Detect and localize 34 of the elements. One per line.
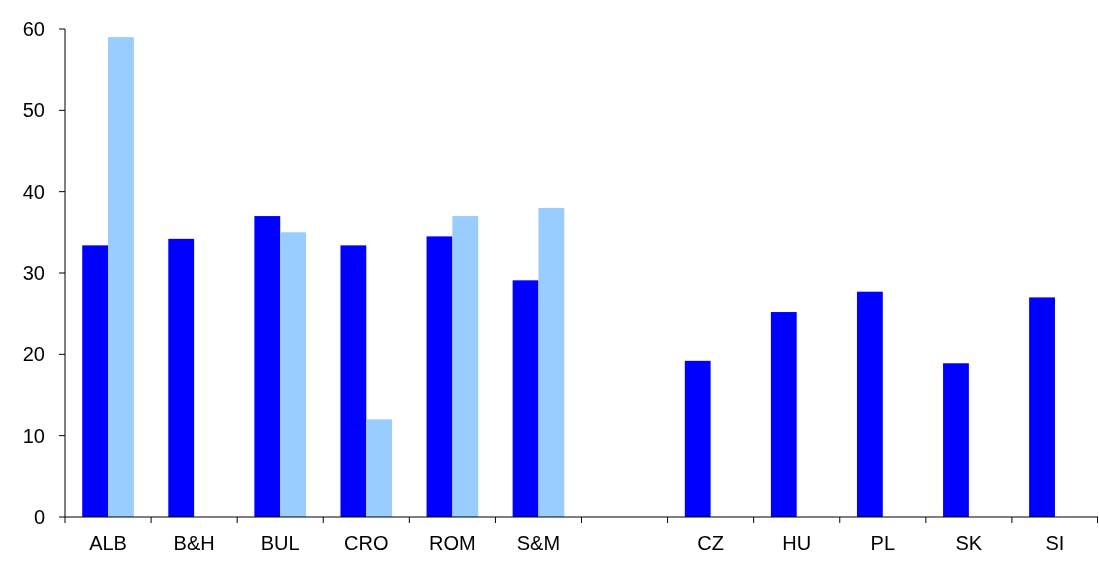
x-tick-label: SK [955,532,983,554]
bar [770,312,797,517]
y-tick-label: 60 [22,18,45,40]
bar [426,236,453,517]
x-tick-label: HU [782,532,812,554]
x-tick-label: ALB [89,532,127,554]
y-tick-label: 40 [22,180,45,203]
bar [340,245,367,517]
x-tick-label: B&H [173,532,215,554]
bar [538,207,565,517]
bar [512,280,539,517]
y-tick-label: 30 [22,262,45,284]
x-tick-label: CZ [697,532,724,554]
bar [366,419,393,517]
bar [254,216,281,517]
bar [1029,297,1055,517]
bar [452,216,479,517]
bar [943,363,969,517]
bar [168,238,195,517]
y-tick-label: 50 [22,99,45,122]
bar [280,232,307,517]
x-tick-label: S&M [516,532,561,554]
bar [684,360,711,517]
y-tick-label: 10 [22,424,45,447]
bar [108,37,134,517]
y-tick-label: 20 [22,343,45,366]
bar [856,291,883,517]
y-tick-label: 0 [33,506,45,528]
x-tick-label: ROM [429,532,476,554]
x-tick-label: PL [870,532,896,554]
x-tick-label: SI [1045,532,1065,554]
x-tick-label: CRO [344,532,389,554]
x-tick-label: BUL [260,532,300,554]
bar [82,245,109,517]
